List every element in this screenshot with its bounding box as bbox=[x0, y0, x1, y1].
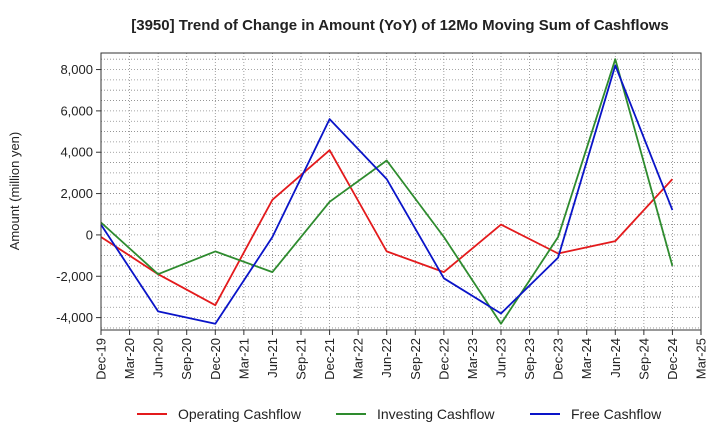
plot-area bbox=[101, 53, 701, 330]
x-tick-label: Dec-22 bbox=[436, 338, 451, 380]
x-tick-label: Sep-22 bbox=[408, 338, 423, 380]
x-tick-label: Mar-20 bbox=[122, 338, 137, 379]
legend-label: Operating Cashflow bbox=[178, 406, 302, 422]
x-tick-label: Jun-20 bbox=[151, 338, 166, 378]
x-tick-label: Jun-22 bbox=[379, 338, 394, 378]
x-tick-label: Mar-25 bbox=[694, 338, 709, 379]
legend-label: Investing Cashflow bbox=[377, 406, 495, 422]
x-tick-label: Dec-19 bbox=[94, 338, 109, 380]
x-tick-label: Jun-23 bbox=[494, 338, 509, 378]
x-tick-label: Sep-23 bbox=[522, 338, 537, 380]
x-tick-label: Mar-21 bbox=[236, 338, 251, 379]
legend-label: Free Cashflow bbox=[571, 406, 662, 422]
y-tick-label: 6,000 bbox=[60, 103, 93, 118]
x-tick-label: Mar-23 bbox=[465, 338, 480, 379]
y-tick-label: 0 bbox=[86, 227, 93, 242]
x-tick-label: Sep-24 bbox=[636, 338, 651, 380]
x-tick-label: Dec-21 bbox=[322, 338, 337, 380]
x-axis-ticks: Dec-19 Mar-20 Jun-20 Sep-20 Dec-20 Mar-21 Jun-… bbox=[94, 330, 709, 380]
x-tick-label: Jun-24 bbox=[608, 338, 623, 378]
x-tick-label: Dec-23 bbox=[551, 338, 566, 380]
x-tick-label: Mar-22 bbox=[351, 338, 366, 379]
y-axis-ticks: -4,000 -2,000 0 2,000 4,000 6,000 8,000 bbox=[56, 62, 101, 325]
y-tick-label: -4,000 bbox=[56, 310, 93, 325]
y-tick-label: 4,000 bbox=[60, 145, 93, 160]
y-tick-label: -2,000 bbox=[56, 269, 93, 284]
x-tick-label: Jun-21 bbox=[265, 338, 280, 378]
x-tick-label: Sep-21 bbox=[294, 338, 309, 380]
y-axis-label: Amount (million yen) bbox=[7, 132, 22, 251]
x-tick-label: Mar-24 bbox=[579, 338, 594, 379]
y-tick-label: 8,000 bbox=[60, 62, 93, 77]
x-tick-label: Dec-24 bbox=[665, 338, 680, 380]
x-tick-label: Dec-20 bbox=[208, 338, 223, 380]
chart-title: [3950] Trend of Change in Amount (YoY) o… bbox=[131, 17, 669, 34]
x-tick-label: Sep-20 bbox=[179, 338, 194, 380]
legend: Operating Cashflow Investing Cashflow Free… bbox=[137, 406, 662, 422]
y-tick-label: 2,000 bbox=[60, 186, 93, 201]
